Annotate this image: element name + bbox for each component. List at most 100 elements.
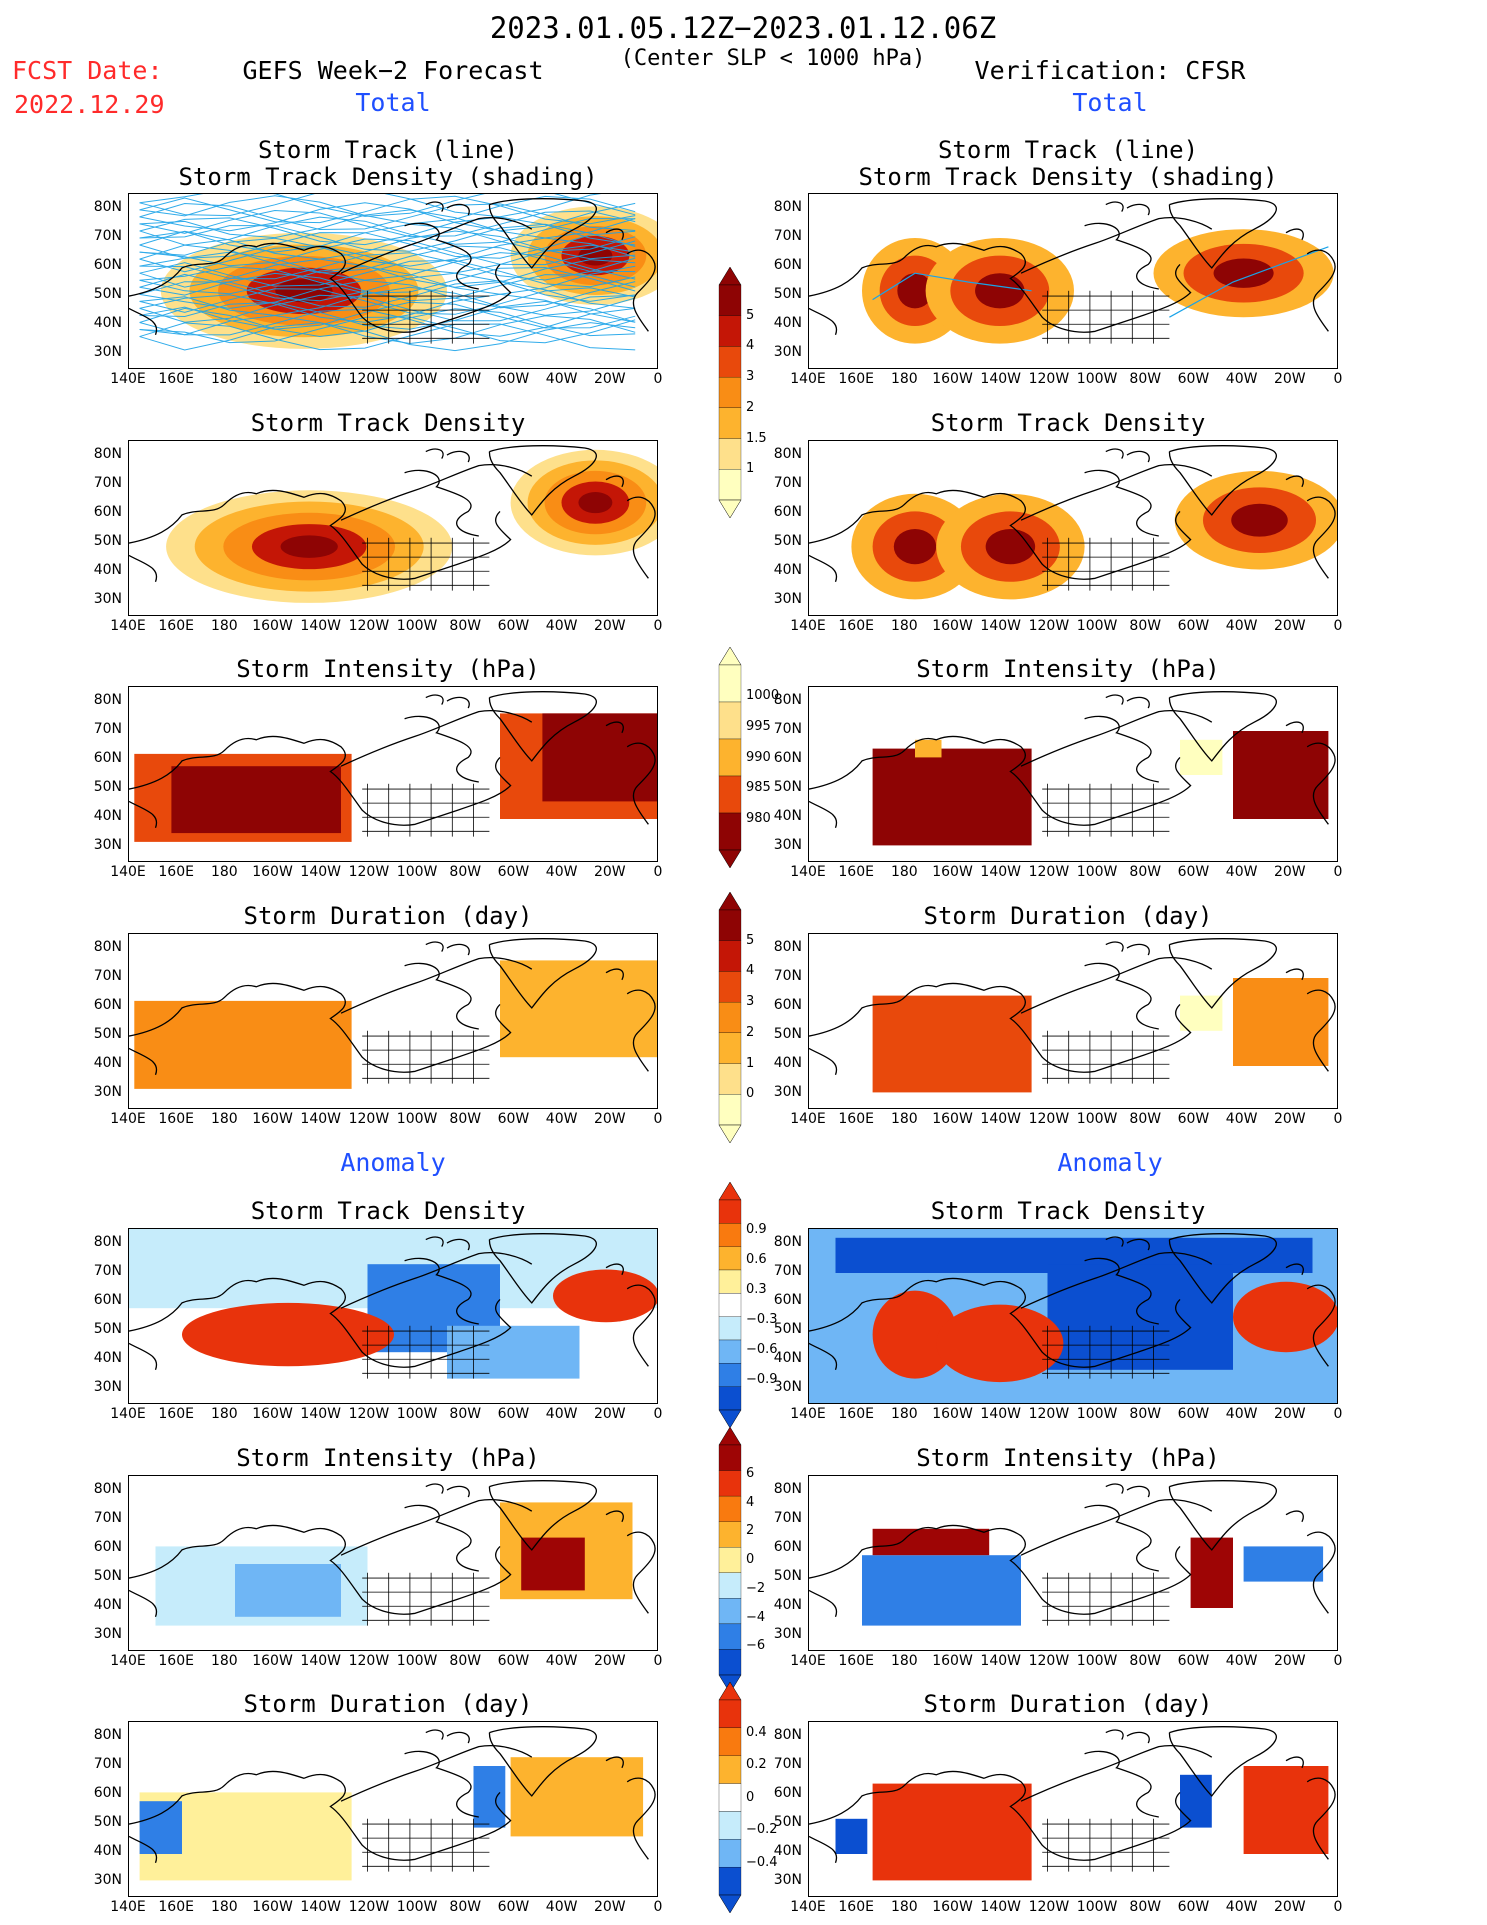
x-tick-label: 140W	[980, 1111, 1022, 1127]
x-tick-label: 180	[890, 1406, 918, 1422]
right-column-title: Verification: CFSR	[974, 56, 1246, 85]
x-tick-label: 140E	[110, 1406, 146, 1422]
y-tick-label: 60N	[93, 257, 122, 273]
x-tick-label: 60W	[1177, 1899, 1210, 1915]
y-tick-label: 40N	[93, 315, 122, 331]
y-tick-label: 30N	[93, 1084, 122, 1100]
x-tick-label: 100W	[1076, 1899, 1118, 1915]
x-tick-label: 20W	[593, 1653, 626, 1669]
coastline	[129, 1277, 512, 1368]
x-tick-label: 120W	[1028, 1111, 1070, 1127]
panel-title: Storm Duration (day)	[923, 1690, 1213, 1718]
x-tick-label: 160E	[838, 618, 874, 634]
y-tick-label: 40N	[93, 1055, 122, 1071]
map-panel	[808, 1475, 1338, 1651]
y-tick-label: 80N	[773, 1727, 802, 1743]
x-tick-label: 60W	[1177, 1406, 1210, 1422]
y-tick-label: 70N	[93, 228, 122, 244]
map-panel	[128, 686, 658, 862]
coastline	[605, 475, 624, 488]
x-tick-label: 20W	[593, 1899, 626, 1915]
x-tick-label: 160W	[932, 1899, 973, 1915]
x-tick-label: 160E	[158, 1653, 194, 1669]
y-tick-label: 50N	[773, 1814, 802, 1830]
x-tick-label: 160W	[932, 1406, 973, 1422]
coastline	[1105, 694, 1124, 705]
y-tick-label: 30N	[93, 1626, 122, 1642]
x-tick-label: 0	[1333, 1406, 1343, 1422]
x-tick-label: 180	[890, 1899, 918, 1915]
x-tick-label: 120W	[348, 1111, 390, 1127]
coastline	[626, 742, 656, 825]
coastline	[1020, 1745, 1213, 1802]
y-tick-label: 40N	[773, 315, 802, 331]
x-tick-label: 180	[890, 864, 918, 880]
colorbar-label: 995	[746, 718, 771, 734]
y-tick-label: 40N	[773, 1055, 802, 1071]
x-tick-label: 0	[1333, 1111, 1343, 1127]
x-tick-label: 140E	[790, 1899, 826, 1915]
coastline	[1285, 721, 1304, 734]
coastline	[340, 1745, 533, 1802]
coastline	[809, 1589, 838, 1618]
x-tick-label: 160W	[252, 618, 293, 634]
x-tick-label: 60W	[1177, 1653, 1210, 1669]
panel-title: Storm Track (line)	[937, 136, 1199, 164]
x-tick-label: 140W	[300, 1406, 342, 1422]
y-tick-label: 50N	[773, 286, 802, 302]
panel-title: Storm Track Density	[250, 409, 526, 437]
x-tick-label: 40W	[545, 1111, 578, 1127]
x-tick-label: 100W	[1076, 618, 1118, 634]
x-tick-label: 20W	[1273, 864, 1306, 880]
coastline	[1285, 228, 1304, 241]
coastline	[1126, 1238, 1150, 1251]
map-panel	[128, 440, 658, 616]
x-tick-label: 100W	[1076, 1406, 1118, 1422]
x-tick-label: 100W	[1076, 1653, 1118, 1669]
colorbar-label: 0.4	[746, 1724, 767, 1740]
x-tick-label: 140W	[300, 1111, 342, 1127]
coastline	[1084, 1257, 1159, 1325]
coastline	[1020, 217, 1213, 274]
coastline	[1168, 938, 1277, 1009]
y-tick-label: 70N	[773, 721, 802, 737]
coastline	[809, 1277, 1192, 1368]
x-tick-label: 0	[1333, 1899, 1343, 1915]
y-tick-label: 30N	[773, 1379, 802, 1395]
panel-title: Storm Track Density	[930, 409, 1206, 437]
y-tick-label: 70N	[93, 968, 122, 984]
x-tick-label: 180	[890, 1111, 918, 1127]
y-tick-label: 60N	[773, 257, 802, 273]
x-tick-label: 80W	[1129, 1406, 1162, 1422]
x-tick-label: 160W	[932, 371, 973, 387]
y-tick-label: 60N	[773, 1539, 802, 1555]
colorbar-label: 985	[746, 780, 771, 796]
x-tick-label: 140W	[300, 618, 342, 634]
colorbar-label: 6	[746, 1465, 755, 1481]
x-tick-label: 140W	[300, 1899, 342, 1915]
coastline	[340, 1499, 533, 1556]
coastline	[1105, 1236, 1124, 1247]
coastline	[129, 1589, 158, 1618]
x-tick-label: 120W	[1028, 864, 1070, 880]
y-tick-label: 70N	[773, 1756, 802, 1772]
x-tick-label: 160W	[252, 1653, 293, 1669]
coastline	[626, 989, 656, 1072]
y-tick-label: 70N	[93, 721, 122, 737]
x-tick-label: 160E	[158, 618, 194, 634]
coastline	[809, 307, 838, 336]
x-tick-label: 0	[1333, 618, 1343, 634]
fcst-date-label: FCST Date:	[12, 56, 163, 85]
x-tick-label: 80W	[449, 1653, 482, 1669]
x-tick-label: 140W	[980, 1653, 1022, 1669]
x-tick-label: 180	[210, 1653, 238, 1669]
coastline	[809, 800, 838, 829]
coastline	[1084, 1750, 1159, 1818]
panel-title: Storm Intensity (hPa)	[916, 655, 1220, 683]
coastline	[626, 249, 656, 332]
x-tick-label: 160W	[252, 864, 293, 880]
x-tick-label: 20W	[1273, 371, 1306, 387]
coastline	[1168, 1480, 1277, 1551]
x-tick-label: 180	[210, 864, 238, 880]
y-tick-label: 50N	[93, 533, 122, 549]
